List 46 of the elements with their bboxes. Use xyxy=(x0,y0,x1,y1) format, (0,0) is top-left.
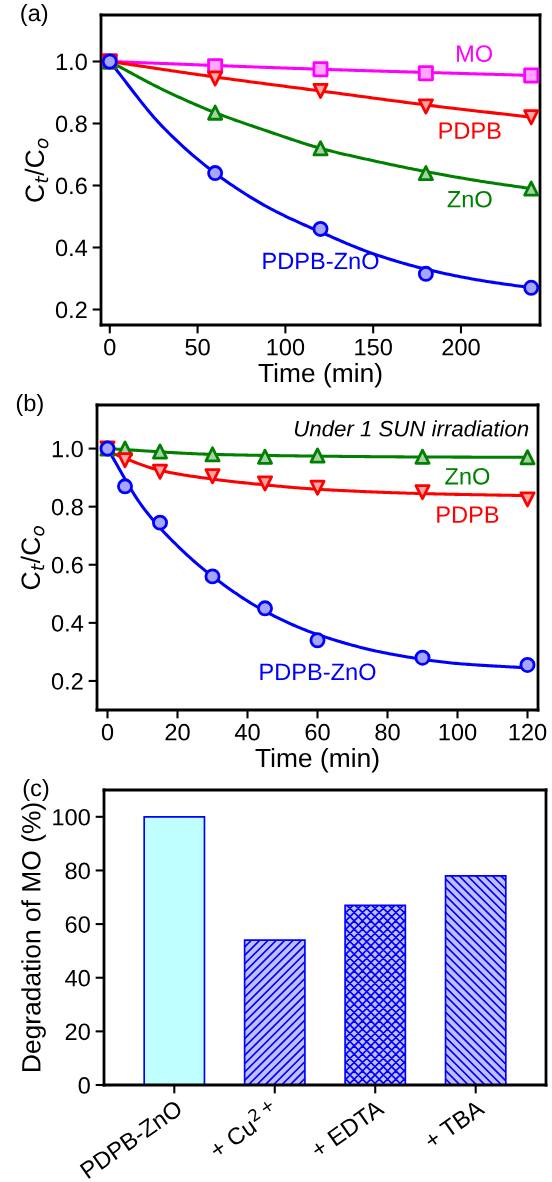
x-axis-title: Time (min) xyxy=(255,747,379,773)
x-tick-label: 0 xyxy=(104,338,116,356)
y-tick-label: 0.8 xyxy=(51,498,83,516)
x-tick-label: 80 xyxy=(375,723,400,741)
series-label: PDPB-ZnO xyxy=(260,663,376,681)
chart-title: (b) xyxy=(16,393,43,416)
x-tick-label: 0 xyxy=(101,723,114,741)
y-tick-label: 0.8 xyxy=(55,115,87,133)
y-tick-label: 40 xyxy=(65,969,90,987)
x-axis-title: Time (min) xyxy=(258,362,382,388)
x-tick-label: 100 xyxy=(439,723,477,741)
x-tick-label: 50 xyxy=(185,338,210,356)
x-tick-label: 20 xyxy=(165,723,190,741)
y-tick-label: 1.0 xyxy=(56,53,87,71)
y-tick-label: 1.0 xyxy=(52,440,83,458)
y-tick-label: 80 xyxy=(65,862,90,880)
y-tick-label: 0.4 xyxy=(51,614,84,632)
series-label: PDPB-ZnO xyxy=(263,252,379,270)
x-tick-label: 200 xyxy=(442,338,480,356)
x-tick-label: + Cu$^{2+}$ xyxy=(205,1097,280,1159)
y-tick-label: 0.6 xyxy=(55,177,87,195)
y-axis-title: Degradation of MO (%) xyxy=(21,803,46,1071)
x-tick-label: 150 xyxy=(355,338,392,356)
series-label: ZnO xyxy=(447,190,492,208)
series-label: MO xyxy=(457,45,493,63)
x-tick-label: + TBA xyxy=(423,1098,486,1150)
y-axis-title: C$_{t}$/C$_{o}$ xyxy=(20,526,45,590)
y-tick-label: 0.6 xyxy=(51,556,83,574)
x-tick-label: 60 xyxy=(305,723,330,741)
x-tick-label: 40 xyxy=(234,723,260,741)
y-axis-title: C$_{t}$/C$_{o}$ xyxy=(24,138,49,202)
y-tick-label: 0.2 xyxy=(55,301,87,319)
y-tick-label: 0.2 xyxy=(51,673,83,690)
y-tick-label: 60 xyxy=(65,916,90,933)
series-label: PDPB xyxy=(437,506,499,523)
x-tick-label: 100 xyxy=(267,338,305,356)
chart-title: (c) xyxy=(23,778,49,801)
chart-title: (a) xyxy=(21,4,48,26)
series-label: PDPB xyxy=(439,122,501,139)
y-tick-label: 0.4 xyxy=(55,239,88,257)
y-tick-label: 100 xyxy=(53,808,90,826)
series-label: ZnO xyxy=(445,467,490,485)
x-tick-label: 120 xyxy=(509,723,547,741)
y-tick-label: 20 xyxy=(65,1023,90,1041)
y-tick-label: 0 xyxy=(78,1077,90,1094)
annotation: Under 1 SUN irradiation xyxy=(294,420,529,437)
